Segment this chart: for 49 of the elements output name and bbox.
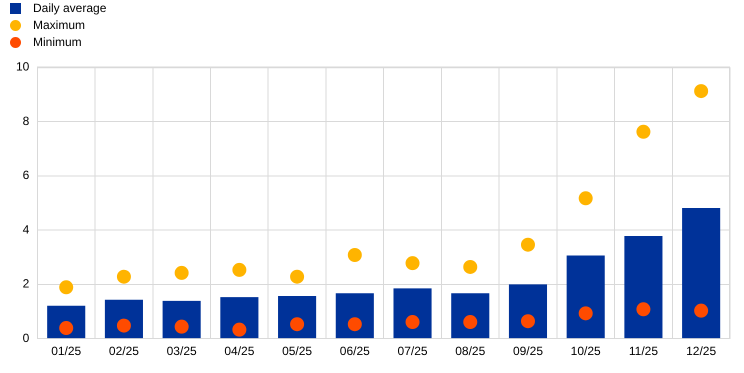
x-tick-label: 08/25 — [455, 344, 486, 358]
x-tick-label: 07/25 — [398, 344, 428, 358]
point — [694, 304, 708, 318]
point — [348, 248, 362, 262]
point — [232, 322, 246, 337]
bar — [451, 293, 490, 338]
bar — [278, 296, 316, 338]
bar — [624, 236, 662, 338]
point — [406, 315, 420, 330]
x-tick-label: 02/25 — [108, 344, 140, 358]
bar — [682, 208, 720, 338]
bar — [566, 256, 605, 338]
bar — [393, 288, 432, 338]
x-tick-label: 12/25 — [686, 344, 716, 358]
point — [694, 84, 708, 98]
point — [636, 302, 650, 316]
point — [636, 124, 650, 139]
point — [578, 191, 593, 206]
point — [520, 314, 535, 328]
x-tick-label: 05/25 — [282, 344, 312, 358]
bar — [508, 284, 548, 338]
x-tick-label: 10/25 — [570, 344, 602, 358]
y-tick-label: 2 — [22, 276, 30, 291]
legend-label: Daily average — [33, 0, 106, 16]
y-tick-label: 6 — [22, 168, 30, 182]
x-tick-label: 03/25 — [166, 344, 197, 358]
point — [174, 266, 189, 280]
x-tick-label: 01/25 — [51, 344, 82, 358]
bar — [220, 297, 258, 338]
x-tick-label: 09/25 — [512, 344, 544, 358]
point — [116, 270, 131, 284]
point — [406, 256, 420, 270]
legend-label: Maximum — [33, 17, 86, 33]
y-tick-label: 10 — [16, 60, 30, 74]
y-tick-label: 4 — [22, 222, 30, 236]
point — [348, 317, 362, 332]
x-tick-label: 11/25 — [628, 344, 658, 358]
point — [59, 280, 74, 294]
legend-label: Minimum — [33, 34, 82, 50]
point — [232, 262, 246, 277]
bar — [336, 293, 374, 338]
y-tick-label: 0 — [22, 330, 30, 345]
y-tick-label: 8 — [22, 114, 30, 128]
x-tick-label: 04/25 — [224, 344, 255, 358]
point — [463, 260, 478, 274]
point — [520, 238, 535, 252]
point — [290, 270, 304, 284]
x-tick-label: 06/25 — [340, 344, 370, 358]
point — [578, 306, 593, 320]
